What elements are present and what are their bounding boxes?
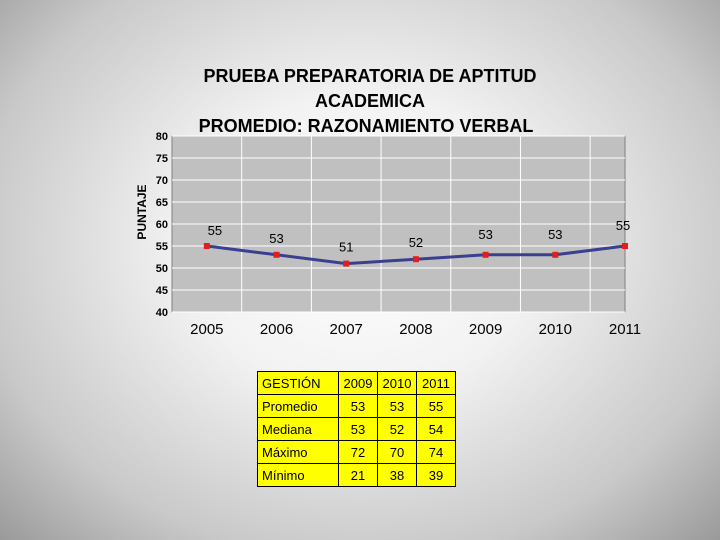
table-cell: Máximo xyxy=(257,440,339,464)
x-tick-label: 2011 xyxy=(609,321,641,338)
table-cell: 54 xyxy=(416,417,456,441)
table-cell: Promedio xyxy=(257,394,339,418)
table-cell: 74 xyxy=(416,440,456,464)
data-point xyxy=(482,251,489,258)
chart-title-line-1: PRUEBA PREPARATORIA DE APTITUD xyxy=(203,66,536,86)
x-tick-label: 2006 xyxy=(260,321,293,338)
x-tick-label: 2008 xyxy=(399,321,432,338)
x-tick-label: 2005 xyxy=(190,321,223,338)
table-header-row: GESTIÓN 2009 2010 2011 xyxy=(257,371,456,395)
table-row: Mínimo 21 38 39 xyxy=(257,463,456,487)
table-row: Mediana 53 52 54 xyxy=(257,417,456,441)
plot-area: 40 45 50 55 60 65 70 75 80 2005 2006 2007 2008 2009 20… xyxy=(156,131,641,338)
data-label: 55 xyxy=(616,218,630,233)
x-tick-label: 2009 xyxy=(469,321,502,338)
table-cell: 52 xyxy=(377,417,417,441)
table-cell: 70 xyxy=(377,440,417,464)
data-label: 52 xyxy=(409,235,423,250)
y-tick-label: 75 xyxy=(156,153,168,165)
y-tick-label: 45 xyxy=(156,285,168,297)
table-header-cell: GESTIÓN xyxy=(257,371,339,395)
table-cell: 53 xyxy=(377,394,417,418)
table-cell: 55 xyxy=(416,394,456,418)
table-cell: 38 xyxy=(377,463,417,487)
table-cell: 72 xyxy=(338,440,378,464)
data-label: 53 xyxy=(478,227,492,242)
table-cell: Mediana xyxy=(257,417,339,441)
chart-title-line-3: PROMEDIO: RAZONAMIENTO VERBAL xyxy=(199,116,534,136)
data-label: 55 xyxy=(208,223,222,238)
data-point xyxy=(552,251,559,258)
table-header-cell: 2009 xyxy=(338,371,378,395)
y-axis-label: PUNTAJE xyxy=(135,184,149,239)
table-cell: 53 xyxy=(338,417,378,441)
table-cell: 53 xyxy=(338,394,378,418)
data-point xyxy=(412,256,419,263)
data-point xyxy=(273,251,280,258)
table-cell: 39 xyxy=(416,463,456,487)
data-label: 51 xyxy=(339,240,353,255)
table-cell: 21 xyxy=(338,463,378,487)
y-tick-label: 70 xyxy=(156,175,168,187)
data-point xyxy=(343,260,350,267)
table-row: Máximo 72 70 74 xyxy=(257,440,456,464)
data-label: 53 xyxy=(269,231,283,246)
y-tick-label: 55 xyxy=(156,241,168,253)
y-tick-label: 80 xyxy=(156,131,168,143)
table-row: Promedio 53 53 55 xyxy=(257,394,456,418)
table-header-cell: 2011 xyxy=(416,371,456,395)
x-tick-label: 2007 xyxy=(330,321,363,338)
y-tick-label: 60 xyxy=(156,219,168,231)
y-tick-label: 40 xyxy=(156,307,168,319)
data-point xyxy=(203,243,210,249)
y-tick-label: 65 xyxy=(156,197,168,209)
data-point xyxy=(622,243,628,249)
data-label: 53 xyxy=(548,227,562,242)
y-tick-label: 50 xyxy=(156,263,168,275)
stats-table: GESTIÓN 2009 2010 2011 Promedio 53 53 55… xyxy=(257,371,456,487)
table-header-cell: 2010 xyxy=(377,371,417,395)
x-tick-label: 2010 xyxy=(539,321,572,338)
table-cell: Mínimo xyxy=(257,463,339,487)
chart-title-line-2: ACADEMICA xyxy=(315,91,425,111)
